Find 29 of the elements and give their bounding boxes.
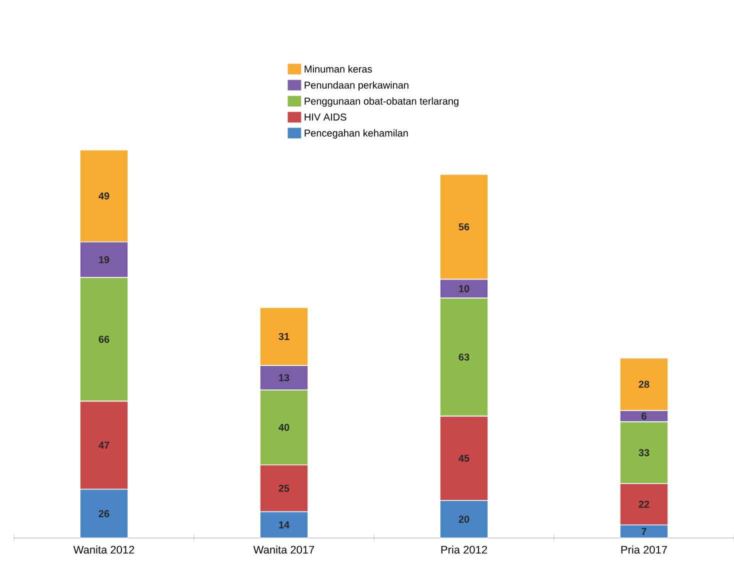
legend-label: Penundaan perkawinan bbox=[304, 81, 408, 91]
data-label: 66 bbox=[98, 336, 110, 343]
data-label: 28 bbox=[638, 380, 650, 388]
data-label: 45 bbox=[458, 454, 470, 462]
data-label: 63 bbox=[458, 354, 470, 361]
data-label: 26 bbox=[98, 510, 110, 518]
data-label: 49 bbox=[98, 192, 110, 200]
x-tick-label: Wanita 2012 bbox=[73, 546, 134, 554]
legend-label: Pencegahan kehamilan bbox=[304, 129, 408, 139]
data-label: 20 bbox=[458, 516, 470, 523]
data-label: 14 bbox=[279, 521, 290, 528]
x-tick-label: Pria 2012 bbox=[441, 546, 487, 554]
data-label: 13 bbox=[279, 374, 290, 382]
data-label: 7 bbox=[642, 528, 646, 535]
legend-label: Penggunaan obat-obatan terlarang bbox=[304, 97, 458, 107]
data-label: 56 bbox=[458, 223, 470, 230]
data-label: 33 bbox=[638, 449, 650, 456]
data-label: 31 bbox=[278, 332, 290, 340]
legend-label: Minuman keras bbox=[304, 65, 372, 73]
data-label: 6 bbox=[642, 412, 646, 420]
data-label: 19 bbox=[99, 256, 110, 264]
data-label: 47 bbox=[98, 442, 110, 449]
legend-label: HIV AIDS bbox=[304, 114, 346, 121]
data-label: 22 bbox=[638, 500, 650, 508]
x-tick-label: Pria 2017 bbox=[621, 546, 667, 554]
data-label: 25 bbox=[278, 484, 290, 492]
x-tick-label: Wanita 2017 bbox=[253, 546, 314, 554]
data-label: 40 bbox=[278, 424, 290, 431]
data-label: 10 bbox=[459, 285, 470, 292]
